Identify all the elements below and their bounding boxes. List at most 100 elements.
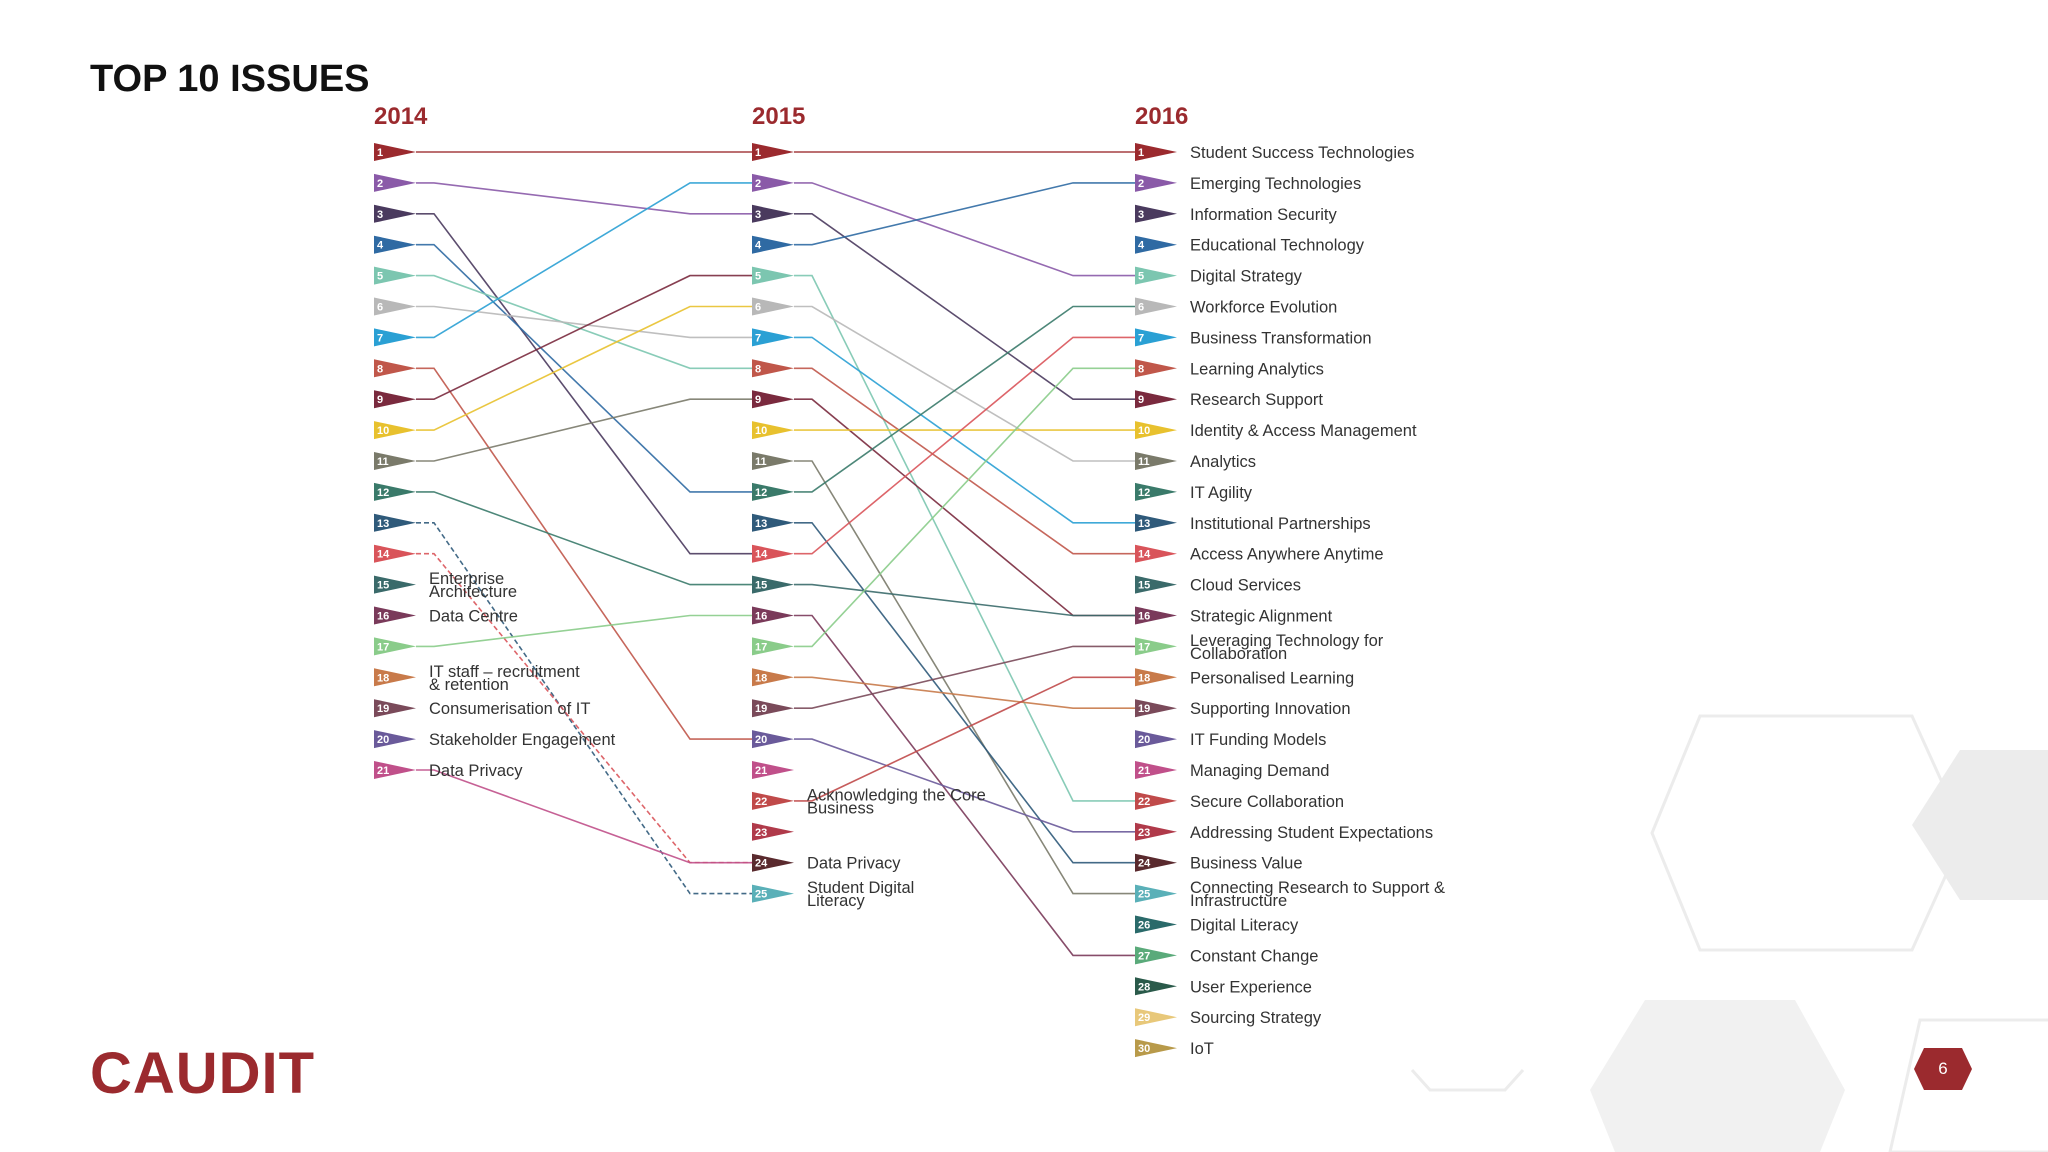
rank-flag xyxy=(1135,1008,1177,1027)
rank-marker-2015-3: 3 xyxy=(752,204,794,223)
rank-marker-2015-5: 5 xyxy=(752,266,794,285)
rank-marker-2015-8: 8 xyxy=(752,359,794,378)
rank-number: 29 xyxy=(1138,1012,1150,1024)
rank-flag xyxy=(1135,235,1177,254)
rank-number: 19 xyxy=(377,703,389,715)
rank-number: 1 xyxy=(1138,147,1144,159)
rank-number: 9 xyxy=(377,394,383,406)
rank-number: 11 xyxy=(755,456,767,468)
rank-flag xyxy=(752,513,794,532)
rank-marker-2016-8: 8 Learning Analytics xyxy=(1135,359,1324,378)
rank-number: 18 xyxy=(755,672,767,684)
rank-label-2016-30: IoT xyxy=(1190,1040,1214,1058)
rank-flag xyxy=(374,204,416,223)
rank-flag xyxy=(752,482,794,501)
rank-flag xyxy=(1135,668,1177,687)
rank-flag xyxy=(1135,791,1177,810)
rank-marker-2016-7: 7 Business Transformation xyxy=(1135,328,1372,347)
rank-marker-2014-14: 14 xyxy=(374,544,416,563)
rank-number: 7 xyxy=(1138,332,1144,344)
rank-label-2016-14: Access Anywhere Anytime xyxy=(1190,546,1384,564)
flow-line-2015-20-to-2016-23 xyxy=(794,738,1135,833)
rank-flag xyxy=(374,452,416,470)
rank-flag xyxy=(374,328,416,347)
rank-number: 25 xyxy=(1138,889,1150,901)
rank-flag xyxy=(752,173,794,192)
rank-flag xyxy=(374,359,416,378)
rank-marker-2015-10: 10 xyxy=(752,421,794,440)
rank-flag xyxy=(374,482,416,501)
flow-line-2015-14-to-2016-7 xyxy=(794,336,1135,555)
rank-number: 24 xyxy=(1138,858,1151,870)
rank-flag xyxy=(752,266,794,285)
rank-marker-2016-25: 25 Connecting Research to Support & Infras… xyxy=(1135,879,1445,910)
rank-flag xyxy=(752,390,794,409)
rank-marker-2016-18: 18 Personalised Learning xyxy=(1135,668,1354,687)
rank-number: 9 xyxy=(755,394,761,406)
rank-flag xyxy=(1135,884,1177,903)
flow-line-2015-18-to-2016-19 xyxy=(794,676,1135,709)
rank-marker-2014-10: 10 xyxy=(374,421,416,440)
rank-number: 17 xyxy=(755,641,767,653)
rank-number: 4 xyxy=(755,240,762,252)
page-number: 6 xyxy=(1938,1059,1948,1078)
rank-number: 14 xyxy=(377,549,390,561)
rank-marker-2016-20: 20 IT Funding Models xyxy=(1135,730,1326,749)
rank-flag xyxy=(752,791,794,810)
rank-marker-2015-22: 22 Acknowledging the Core Business xyxy=(752,786,986,817)
flow-lines xyxy=(416,151,1135,957)
rank-marker-2015-16: 16 xyxy=(752,606,794,625)
rank-label-2016-11: Analytics xyxy=(1190,453,1256,471)
rank-number: 8 xyxy=(1138,363,1144,375)
rank-label-2016-17: Leveraging Technology for Collaboration xyxy=(1190,632,1384,663)
rank-label-2016-27: Constant Change xyxy=(1190,947,1318,965)
rank-flag xyxy=(752,421,794,440)
rank-marker-2014-11: 11 xyxy=(374,452,416,470)
flow-line-2015-22-to-2016-18 xyxy=(794,676,1135,802)
rank-marker-2016-17: 17 Leveraging Technology for Collaboration xyxy=(1135,632,1384,663)
rank-number: 23 xyxy=(755,827,767,839)
rank-marker-2016-27: 27 Constant Change xyxy=(1135,946,1318,965)
rank-number: 5 xyxy=(1138,271,1144,283)
rank-number: 3 xyxy=(377,209,383,221)
rank-label-2016-7: Business Transformation xyxy=(1190,329,1372,347)
year-header-2016: 2016 xyxy=(1135,103,1188,130)
rank-marker-2015-2: 2 xyxy=(752,173,794,192)
rank-number: 20 xyxy=(1138,734,1150,746)
rank-marker-2016-30: 30 IoT xyxy=(1135,1039,1214,1058)
rank-marker-2016-24: 24 Business Value xyxy=(1135,853,1303,873)
rank-label-2016-4: Educational Technology xyxy=(1190,237,1365,255)
rank-number: 16 xyxy=(377,611,389,623)
rank-label-2016-26: Digital Literacy xyxy=(1190,917,1299,935)
rank-marker-2015-12: 12 xyxy=(752,482,794,501)
rank-flag xyxy=(1135,606,1177,625)
rank-flag xyxy=(1135,297,1177,316)
rank-flag xyxy=(1135,421,1177,440)
rank-number: 21 xyxy=(755,765,767,777)
flow-line-2015-17-to-2016-8 xyxy=(794,367,1135,648)
rank-marker-2014-20: 20 Stakeholder Engagement xyxy=(374,730,616,749)
rank-number: 7 xyxy=(377,332,383,344)
rank-marker-2016-26: 26 Digital Literacy xyxy=(1135,915,1299,935)
rank-flag xyxy=(752,699,794,718)
rank-label-2016-5: Digital Strategy xyxy=(1190,268,1303,286)
rank-number: 19 xyxy=(1138,703,1150,715)
rank-flag xyxy=(374,730,416,749)
rank-label-2014-16: Data Centre xyxy=(429,608,518,626)
rank-marker-2014-2: 2 xyxy=(374,173,416,192)
rank-flag xyxy=(752,143,794,161)
flow-line-2015-8-to-2016-14 xyxy=(794,367,1135,555)
rank-marker-2016-29: 29 Sourcing Strategy xyxy=(1135,1008,1322,1027)
flow-line-2014-5-to-2015-8 xyxy=(416,274,752,370)
rank-flag xyxy=(1135,575,1177,594)
rank-number: 3 xyxy=(1138,209,1144,221)
rank-number: 5 xyxy=(377,271,383,283)
rank-flag xyxy=(752,761,794,779)
rank-number: 15 xyxy=(1138,580,1150,592)
rank-number: 3 xyxy=(755,209,761,221)
rank-flag xyxy=(1135,143,1177,161)
rank-label-2016-28: User Experience xyxy=(1190,978,1312,996)
year-header-2014: 2014 xyxy=(374,103,428,130)
rank-flag xyxy=(752,204,794,223)
